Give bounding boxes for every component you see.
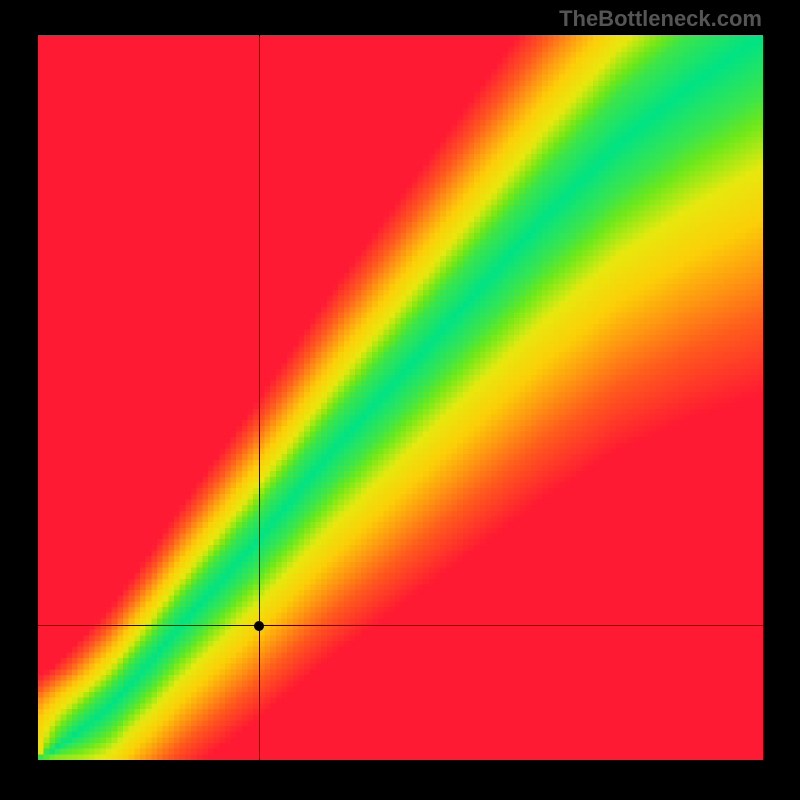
chart-container: TheBottleneck.com: [0, 0, 800, 800]
bottleneck-heatmap: [38, 35, 763, 760]
crosshair-marker-dot: [254, 621, 264, 631]
watermark-text: TheBottleneck.com: [559, 6, 762, 32]
crosshair-vertical: [259, 35, 260, 760]
crosshair-horizontal: [38, 625, 763, 626]
